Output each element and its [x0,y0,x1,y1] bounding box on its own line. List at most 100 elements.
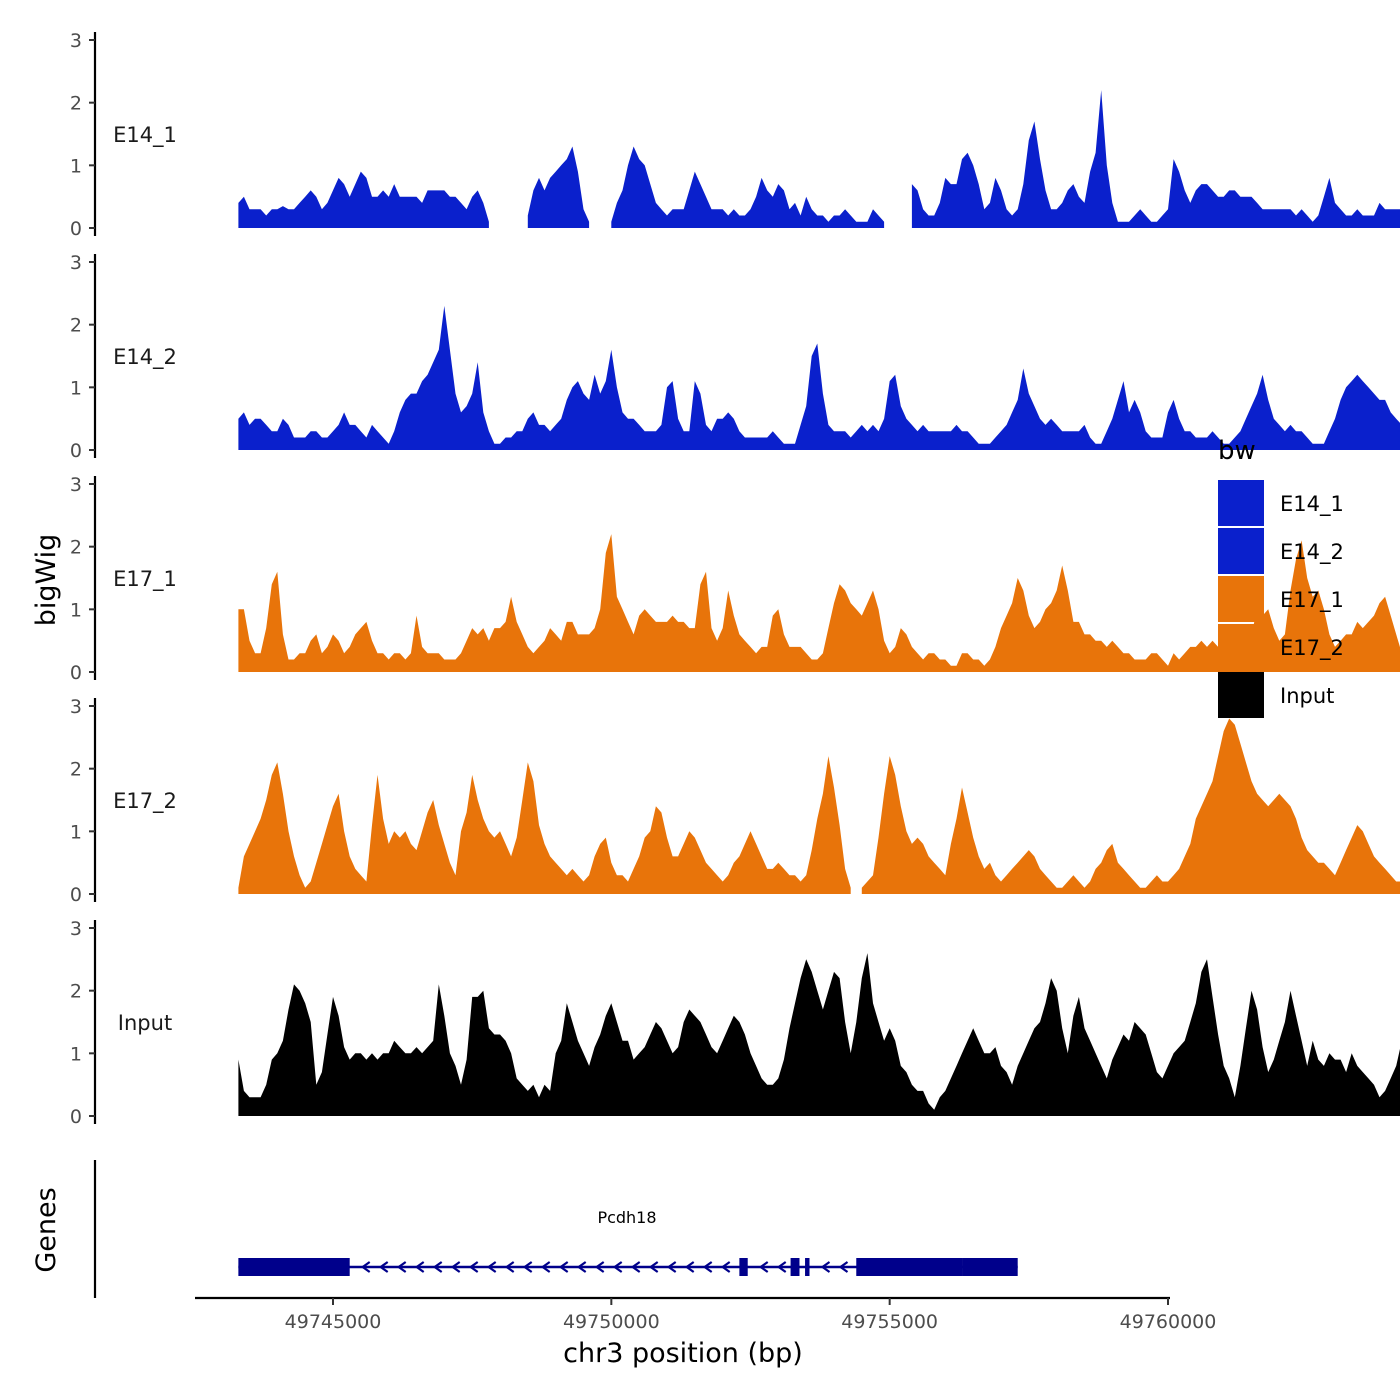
x-tick-label: 49750000 [563,1311,660,1333]
gene-exon [805,1258,810,1276]
y-tick-label: 2 [70,93,82,115]
gene-Pcdh18: Pcdh18 [238,1208,1018,1276]
legend-item: E14_2 [1218,528,1344,574]
coverage-area [611,146,885,228]
y-tick-label: 3 [70,252,82,274]
legend-item: E17_1 [1218,576,1344,622]
y-tick-label: 3 [70,918,82,940]
strand-arrow [504,1261,515,1273]
strand-arrow [684,1261,695,1273]
y-tick-label: 0 [70,440,82,462]
strand-arrow [838,1261,849,1273]
y-tick-label: 1 [70,599,82,621]
y-tick-label: 3 [70,30,82,52]
y-tick-label: 0 [70,662,82,684]
strand-arrow [630,1261,641,1273]
gene-name-label: Pcdh18 [597,1208,656,1227]
track-E14_1: 0 1 2 3 E14_1 [70,30,1400,240]
gene-exon [790,1258,800,1276]
strand-arrow [522,1261,533,1273]
y-tick-label: 2 [70,315,82,337]
strand-arrow [594,1261,605,1273]
track-E17_1: 0 1 2 3 E17_1 [70,474,1400,684]
strand-arrow [396,1261,407,1273]
strand-arrow [540,1261,551,1273]
strand-arrow [432,1261,443,1273]
x-axis-title: chr3 position (bp) [563,1338,803,1369]
strand-arrow [612,1261,623,1273]
legend-swatch [1218,672,1264,718]
x-tick-label: 49745000 [285,1311,382,1333]
track-E17_2: 0 1 2 3 E17_2 [70,696,1400,906]
strand-arrow [486,1261,497,1273]
x-tick-label: 49755000 [841,1311,938,1333]
strand-arrow [414,1261,425,1273]
y-tick-label: 2 [70,537,82,559]
strand-arrow [360,1261,371,1273]
strand-arrow [576,1261,587,1273]
y-tick-label: 3 [70,474,82,496]
y-tick-label: 1 [70,377,82,399]
genes-panel: Pcdh18 [93,1160,1018,1298]
y-tick-label: 0 [70,1106,82,1128]
coverage-area [911,90,1400,228]
strand-arrow [468,1261,479,1273]
legend-item: E17_2 [1218,624,1344,670]
y-tick-label: 1 [70,1043,82,1065]
track-label: E14_2 [113,345,177,370]
y-tick-label: 1 [70,821,82,843]
strand-arrow [758,1261,769,1273]
legend-label: E17_2 [1280,636,1344,661]
gene-exon [962,1258,1018,1276]
y-tick-label: 2 [70,981,82,1003]
legend-swatch [1218,480,1264,526]
tracks-layer: 0 1 2 3 E14_1 0 1 2 3 E14_2 0 1 2 3 E17_1 0 1 2 3 E17_2 0 1 2 3… [70,30,1400,1128]
legend-label: Input [1280,684,1334,708]
legend-swatch [1218,528,1264,574]
legend-label: E14_2 [1280,540,1344,565]
genes-axis-title: Genes [31,1187,62,1272]
strand-arrow [820,1261,831,1273]
strand-arrow [720,1261,731,1273]
coverage-area [238,756,851,894]
legend-label: E17_1 [1280,588,1344,613]
x-axis: 49745000 49750000 49755000 49760000 [195,1296,1217,1333]
coverage-area [238,171,489,228]
coverage-area [238,953,1400,1116]
coverage-area [861,718,1400,894]
strand-arrow [378,1261,389,1273]
strand-arrow [776,1261,787,1273]
x-tick-label: 49760000 [1120,1311,1217,1333]
track-Input: 0 1 2 3 Input [70,918,1400,1128]
gene-exon [856,1258,963,1276]
strand-arrow [558,1261,569,1273]
legend: bw E14_1 E14_2 E17_1 E17_2 Input [1218,436,1344,718]
legend-item: Input [1218,672,1334,718]
coverage-area [238,305,1400,450]
gene-exon [739,1258,748,1276]
legend-label: E14_1 [1280,492,1344,517]
y-tick-label: 1 [70,155,82,177]
y-tick-label: 2 [70,759,82,781]
y-tick-label: 0 [70,218,82,240]
track-label: E17_2 [113,789,177,814]
coverage-area [238,534,1400,672]
strand-arrow [702,1261,713,1273]
legend-swatch [1218,624,1264,670]
y-tick-label: 3 [70,696,82,718]
coverage-area [527,146,590,228]
gene-exon [238,1258,350,1276]
track-label: Input [118,1011,172,1035]
legend-item: E14_1 [1218,480,1344,526]
strand-arrow [450,1261,461,1273]
y-axis-title: bigWig [31,534,62,627]
track-label: E17_1 [113,567,177,592]
strand-arrow [666,1261,677,1273]
track-label: E14_1 [113,123,177,148]
legend-title: bw [1218,436,1256,466]
strand-arrow [648,1261,659,1273]
legend-swatch [1218,576,1264,622]
track-E14_2: 0 1 2 3 E14_2 [70,252,1400,462]
y-tick-label: 0 [70,884,82,906]
